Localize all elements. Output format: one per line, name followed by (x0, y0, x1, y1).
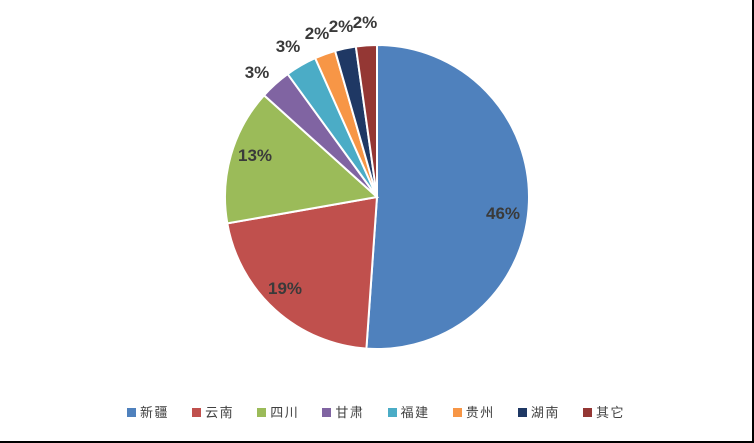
svg-text:13%: 13% (238, 146, 272, 165)
svg-text:19%: 19% (268, 279, 302, 298)
svg-text:2%: 2% (353, 13, 378, 32)
svg-text:2%: 2% (305, 24, 330, 43)
svg-text:3%: 3% (276, 37, 301, 56)
svg-text:2%: 2% (329, 17, 354, 36)
svg-text:46%: 46% (486, 204, 520, 223)
svg-text:3%: 3% (245, 63, 270, 82)
